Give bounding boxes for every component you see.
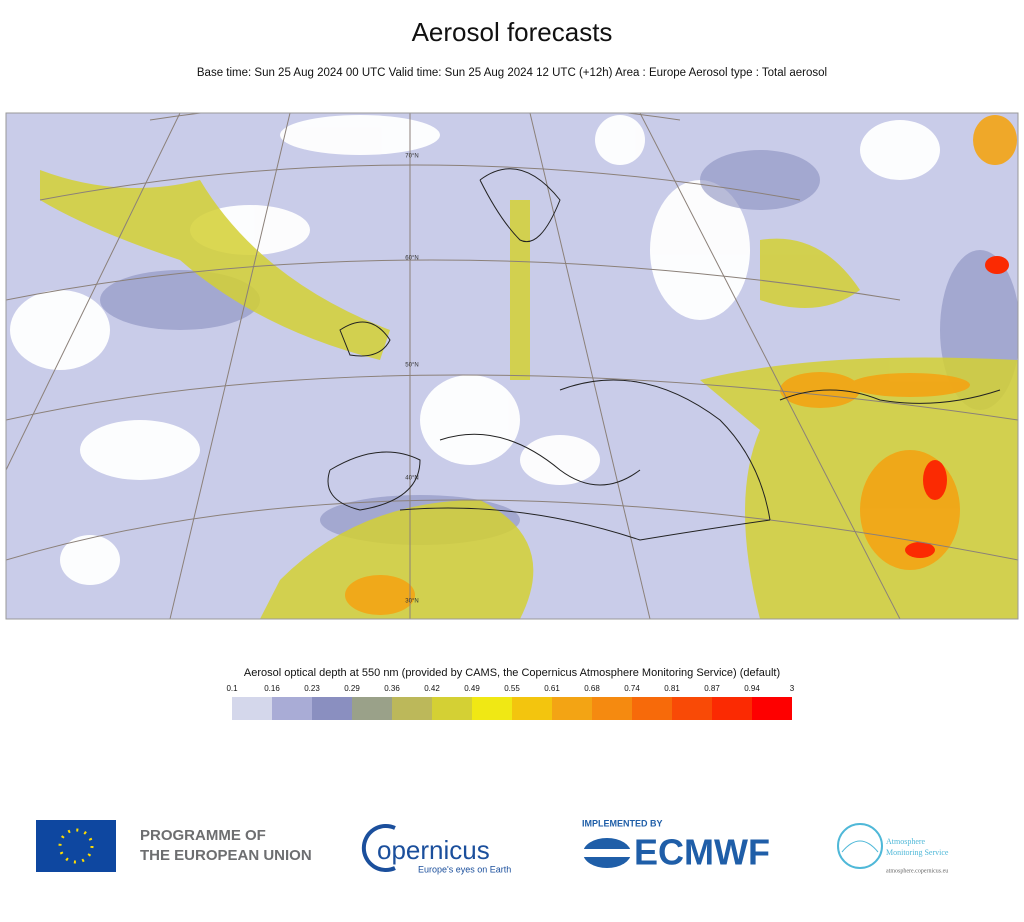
colorbar-box bbox=[512, 697, 552, 720]
title: Aerosol forecasts bbox=[412, 17, 613, 47]
colorbar-tick-label: 0.94 bbox=[744, 684, 760, 693]
map-frame bbox=[5, 112, 1019, 620]
latitude-label: 50°N bbox=[405, 363, 418, 369]
colorbar-tick-label: 0.29 bbox=[344, 684, 360, 693]
cams-text: Atmosphere bbox=[886, 837, 926, 846]
ecmwf-logo: IMPLEMENTED BY ECMWF bbox=[582, 818, 770, 872]
copernicus-text: opernicus bbox=[377, 835, 490, 865]
cams-url: atmosphere.copernicus.eu bbox=[886, 868, 948, 874]
colorbar-tick-label: 0.16 bbox=[264, 684, 280, 693]
implemented-by: IMPLEMENTED BY bbox=[582, 818, 663, 828]
colorbar-tick-label: 0.81 bbox=[664, 684, 680, 693]
colorbar-tick-label: 0.23 bbox=[304, 684, 320, 693]
colorbar-box bbox=[632, 697, 672, 720]
colorbar-tick-label: 0.61 bbox=[544, 684, 560, 693]
eu-text: PROGRAMME OF bbox=[140, 827, 266, 844]
copernicus-tagline: Europe's eyes on Earth bbox=[418, 864, 511, 874]
colorbar-box bbox=[592, 697, 632, 720]
map: 70°N 60°N 50°N 40°N 30°N bbox=[5, 112, 1019, 620]
colorbar-box bbox=[312, 697, 352, 720]
coastlines bbox=[327, 168, 1001, 541]
colorbar-tick-label: 0.68 bbox=[584, 684, 600, 693]
very-high-areas bbox=[905, 256, 1009, 558]
cams-logo: Atmosphere Monitoring Service atmosphere… bbox=[837, 823, 949, 874]
colorbar-box bbox=[472, 697, 512, 720]
colorbar-tick-label: 3 bbox=[790, 684, 795, 693]
colorbar-tick-label: 0.49 bbox=[464, 684, 480, 693]
latitude-label: 40°N bbox=[405, 476, 418, 482]
colorbar-box bbox=[552, 697, 592, 720]
colorbar-tick-label: 0.55 bbox=[504, 684, 520, 693]
colorbar-box bbox=[232, 697, 272, 720]
latitude-label: 30°N bbox=[405, 599, 418, 605]
colorbar-tick-label: 0.36 bbox=[384, 684, 400, 693]
colorbar-tick-label: 0.1 bbox=[226, 684, 238, 693]
colorbar-tick-label: 0.42 bbox=[424, 684, 440, 693]
cams-text: Monitoring Service bbox=[886, 848, 949, 857]
ecmwf-text: ECMWF bbox=[634, 832, 770, 873]
colorbar-box bbox=[352, 697, 392, 720]
colorbar-box bbox=[432, 697, 472, 720]
colorbar-tick-label: 0.87 bbox=[704, 684, 720, 693]
colorbar-tick-label: 0.74 bbox=[624, 684, 640, 693]
colorbar: 0.1 0.16 0.23 0.29 0.36 0.42 0.49 0.55 0.61 0.68 0… bbox=[226, 684, 795, 720]
colorbar-box bbox=[712, 697, 752, 720]
colorbar-box bbox=[392, 697, 432, 720]
colorbar-box bbox=[672, 697, 712, 720]
latitude-label: 60°N bbox=[405, 256, 418, 262]
latitude-label: 70°N bbox=[405, 154, 418, 160]
eu-logo: PROGRAMME OF THE EUROPEAN UNION bbox=[36, 820, 312, 872]
colorbar-box bbox=[752, 697, 792, 720]
copernicus-logo: opernicus Europe's eyes on Earth bbox=[361, 824, 511, 874]
eu-text: THE EUROPEAN UNION bbox=[140, 847, 312, 864]
legend-label: Aerosol optical depth at 550 nm (provide… bbox=[244, 667, 780, 679]
subtitle: Base time: Sun 25 Aug 2024 00 UTC Valid … bbox=[197, 67, 827, 79]
colorbar-box bbox=[272, 697, 312, 720]
graticule bbox=[6, 113, 1018, 619]
